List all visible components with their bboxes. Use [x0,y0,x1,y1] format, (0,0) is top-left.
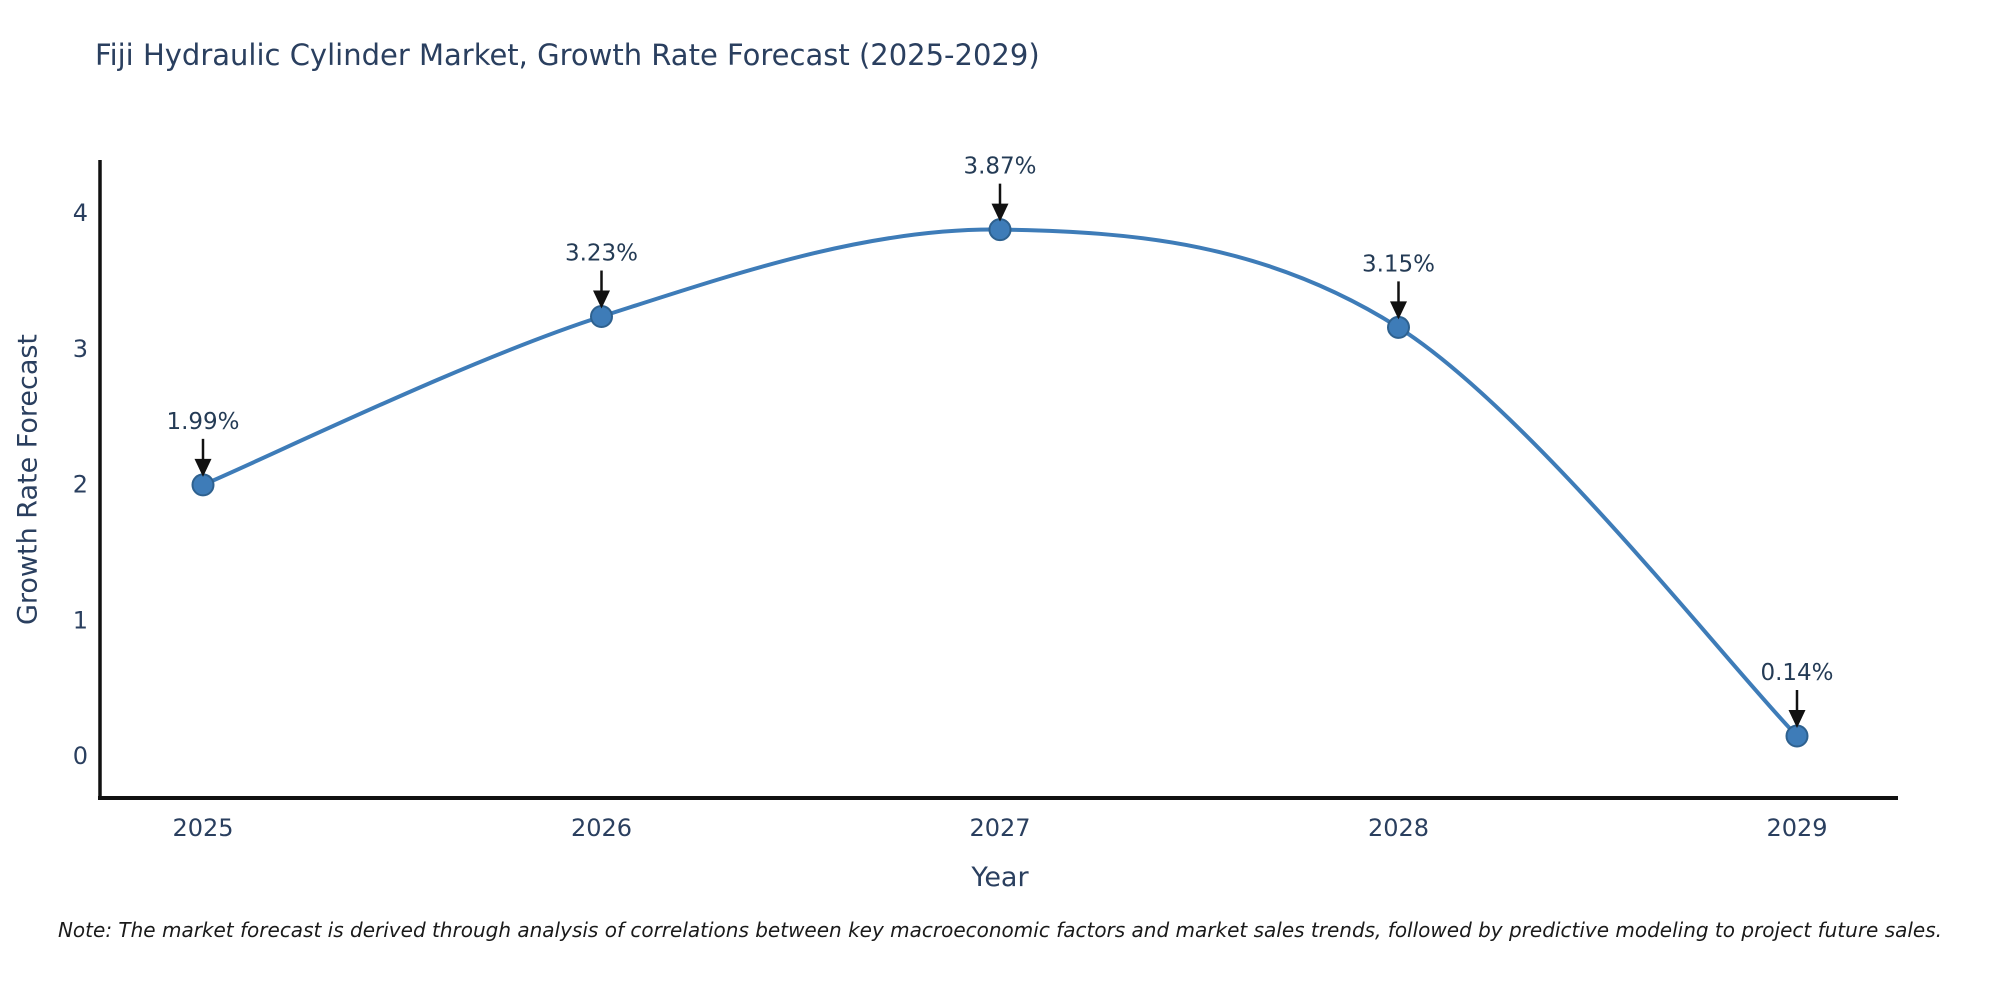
data-point-marker[interactable] [1387,315,1410,339]
annotation-label: 3.23% [565,241,638,267]
y-tick-label: 1 [73,606,88,634]
x-tick-label: 2029 [1766,814,1827,842]
chart-title: Fiji Hydraulic Cylinder Market, Growth R… [95,38,1040,72]
x-tick-label: 2027 [969,814,1030,842]
x-tick-label: 2028 [1368,814,1429,842]
x-tick-label: 2025 [172,814,233,842]
annotation-label: 3.15% [1362,251,1435,277]
annotation-label: 1.99% [166,409,239,435]
x-axis-title: Year [971,862,1029,893]
y-tick-label: 3 [73,335,88,363]
annotation-arrowhead-icon [1788,709,1806,728]
data-point-marker[interactable] [988,218,1012,242]
x-tick-label: 2026 [571,814,632,842]
annotation-label: 0.14% [1760,660,1833,686]
data-point-marker[interactable] [1785,724,1809,748]
annotation-arrowhead-icon [991,203,1009,222]
data-point-marker[interactable] [191,473,215,497]
annotation-arrowhead-icon [593,290,610,309]
annotation-label: 3.87% [963,154,1036,180]
y-tick-label: 4 [73,199,88,227]
annotation-arrowhead-icon [1390,301,1407,320]
y-tick-label: 2 [73,471,88,499]
y-tick-label: 0 [73,742,88,770]
annotation-arrowhead-icon [194,458,212,477]
data-point-marker[interactable] [590,305,613,329]
forecast-line [201,227,1799,738]
footnote: Note: The market forecast is derived thr… [57,918,1943,942]
